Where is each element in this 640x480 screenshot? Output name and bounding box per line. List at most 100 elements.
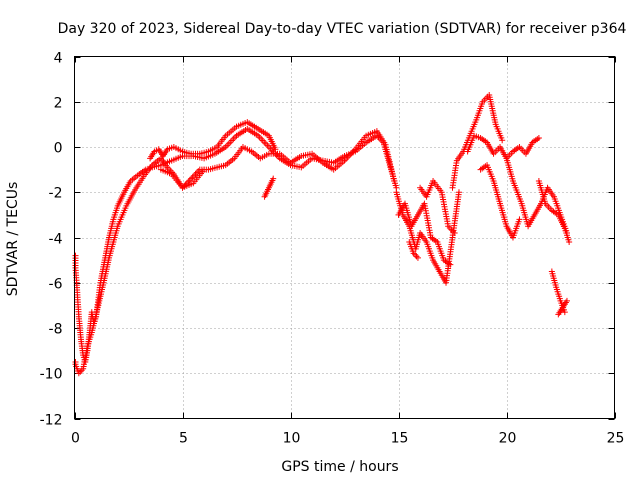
data-point-trail	[421, 203, 434, 239]
data-point-trail	[332, 154, 346, 165]
data-point-trail	[166, 144, 175, 152]
data-point-trail	[532, 202, 543, 216]
data-point-trail	[142, 164, 154, 178]
data-point-trail	[465, 134, 477, 153]
data-point-trail	[504, 157, 516, 182]
data-point-trail	[446, 224, 456, 235]
data-point-trail	[246, 127, 260, 138]
chart-title: Day 320 of 2023, Sidereal Day-to-day VTE…	[58, 21, 627, 37]
x-tick-label: 0	[71, 431, 80, 447]
plot-frame	[74, 56, 615, 419]
data-point-trail	[556, 213, 567, 230]
data-point-trail	[467, 119, 479, 137]
data-point-trail	[191, 168, 206, 185]
data-point-trail	[170, 154, 184, 163]
data-point-trail	[545, 186, 556, 198]
data-point-trail	[481, 93, 491, 104]
data-point-trail	[442, 258, 452, 267]
data-point-trail	[266, 134, 278, 151]
data-point-trail	[242, 145, 253, 154]
data-point-trail	[224, 125, 238, 138]
data-point-trail	[300, 156, 314, 169]
data-point	[272, 146, 279, 153]
data-point-trail	[416, 202, 427, 216]
y-axis-label: SDTVAR / TECUs	[5, 182, 21, 297]
data-point-trail	[375, 130, 388, 146]
data-point-trail	[72, 361, 81, 374]
data-point	[566, 239, 573, 246]
x-tick-label: 5	[179, 431, 188, 447]
data-point-trail	[343, 147, 357, 162]
data-point-trail	[173, 145, 184, 154]
data-point	[516, 216, 523, 223]
data-point-trail	[122, 179, 133, 194]
data-point-trail	[493, 123, 505, 141]
data-point-trail	[511, 145, 521, 154]
data-point-trail	[224, 156, 236, 167]
data-point-trail	[424, 241, 436, 261]
data-point-trail	[531, 136, 541, 145]
data-point-trail	[85, 331, 95, 347]
data-point-trail	[170, 173, 184, 189]
data-point	[455, 189, 462, 196]
data-point-trail	[159, 157, 170, 169]
data-point	[270, 175, 277, 182]
data-point-trail	[510, 180, 524, 205]
data-point-trail	[549, 270, 559, 288]
data-point-trail	[429, 235, 439, 244]
y-tick-label: -2	[49, 186, 63, 202]
data-point-trail	[235, 120, 249, 129]
data-point-trail	[192, 153, 205, 161]
data-point-trail	[485, 164, 496, 182]
data-point-trail	[115, 205, 129, 227]
data-point-trail	[151, 162, 162, 170]
x-axis-label: GPS time / hours	[281, 459, 398, 475]
data-point-trail	[383, 144, 397, 182]
y-tick-label: -8	[49, 322, 63, 338]
y-tick-label: 2	[54, 96, 63, 112]
data-point-trail	[365, 129, 378, 138]
data-point-trail	[556, 306, 565, 316]
data-point	[563, 297, 570, 304]
data-point-trail	[190, 150, 201, 157]
data-point-trail	[203, 151, 216, 161]
data-point-trail	[256, 134, 271, 149]
data-point	[410, 250, 417, 257]
data-point-trail	[474, 101, 485, 121]
data-point-trail	[321, 161, 335, 172]
x-tick-label: 15	[391, 431, 409, 447]
data-point-trail	[129, 172, 141, 183]
data-point-trail	[431, 259, 442, 273]
data-point-trail	[412, 251, 420, 260]
data-point-trail	[111, 205, 120, 221]
data-point-trail	[364, 133, 379, 145]
data-point	[414, 254, 421, 261]
data-point-trail	[77, 367, 85, 375]
data-point-trail	[310, 152, 325, 165]
data-point-trail	[166, 166, 176, 176]
data-point	[535, 134, 542, 141]
data-point	[201, 166, 208, 173]
data-point-trail	[479, 136, 489, 145]
data-point-trail	[215, 134, 228, 149]
data-point-trail	[246, 120, 260, 131]
data-point-trail	[262, 186, 271, 198]
data-points	[72, 91, 573, 377]
data-point-trail	[181, 181, 195, 190]
y-tick-label: -4	[49, 232, 63, 248]
data-point-trail	[418, 231, 429, 244]
data-point-trail	[492, 145, 502, 156]
data-point-trail	[431, 179, 444, 194]
data-point-trail	[461, 134, 472, 153]
data-point-trail	[72, 255, 80, 284]
data-point-trail	[353, 134, 368, 151]
data-point-trail	[449, 160, 460, 189]
data-point-trail	[76, 315, 84, 341]
data-point-trail	[161, 148, 170, 158]
data-point-trail	[198, 149, 210, 157]
data-point-trail	[213, 145, 227, 156]
data-point	[499, 137, 506, 144]
data-point-trail	[497, 202, 509, 227]
data-point-trail	[106, 218, 116, 239]
